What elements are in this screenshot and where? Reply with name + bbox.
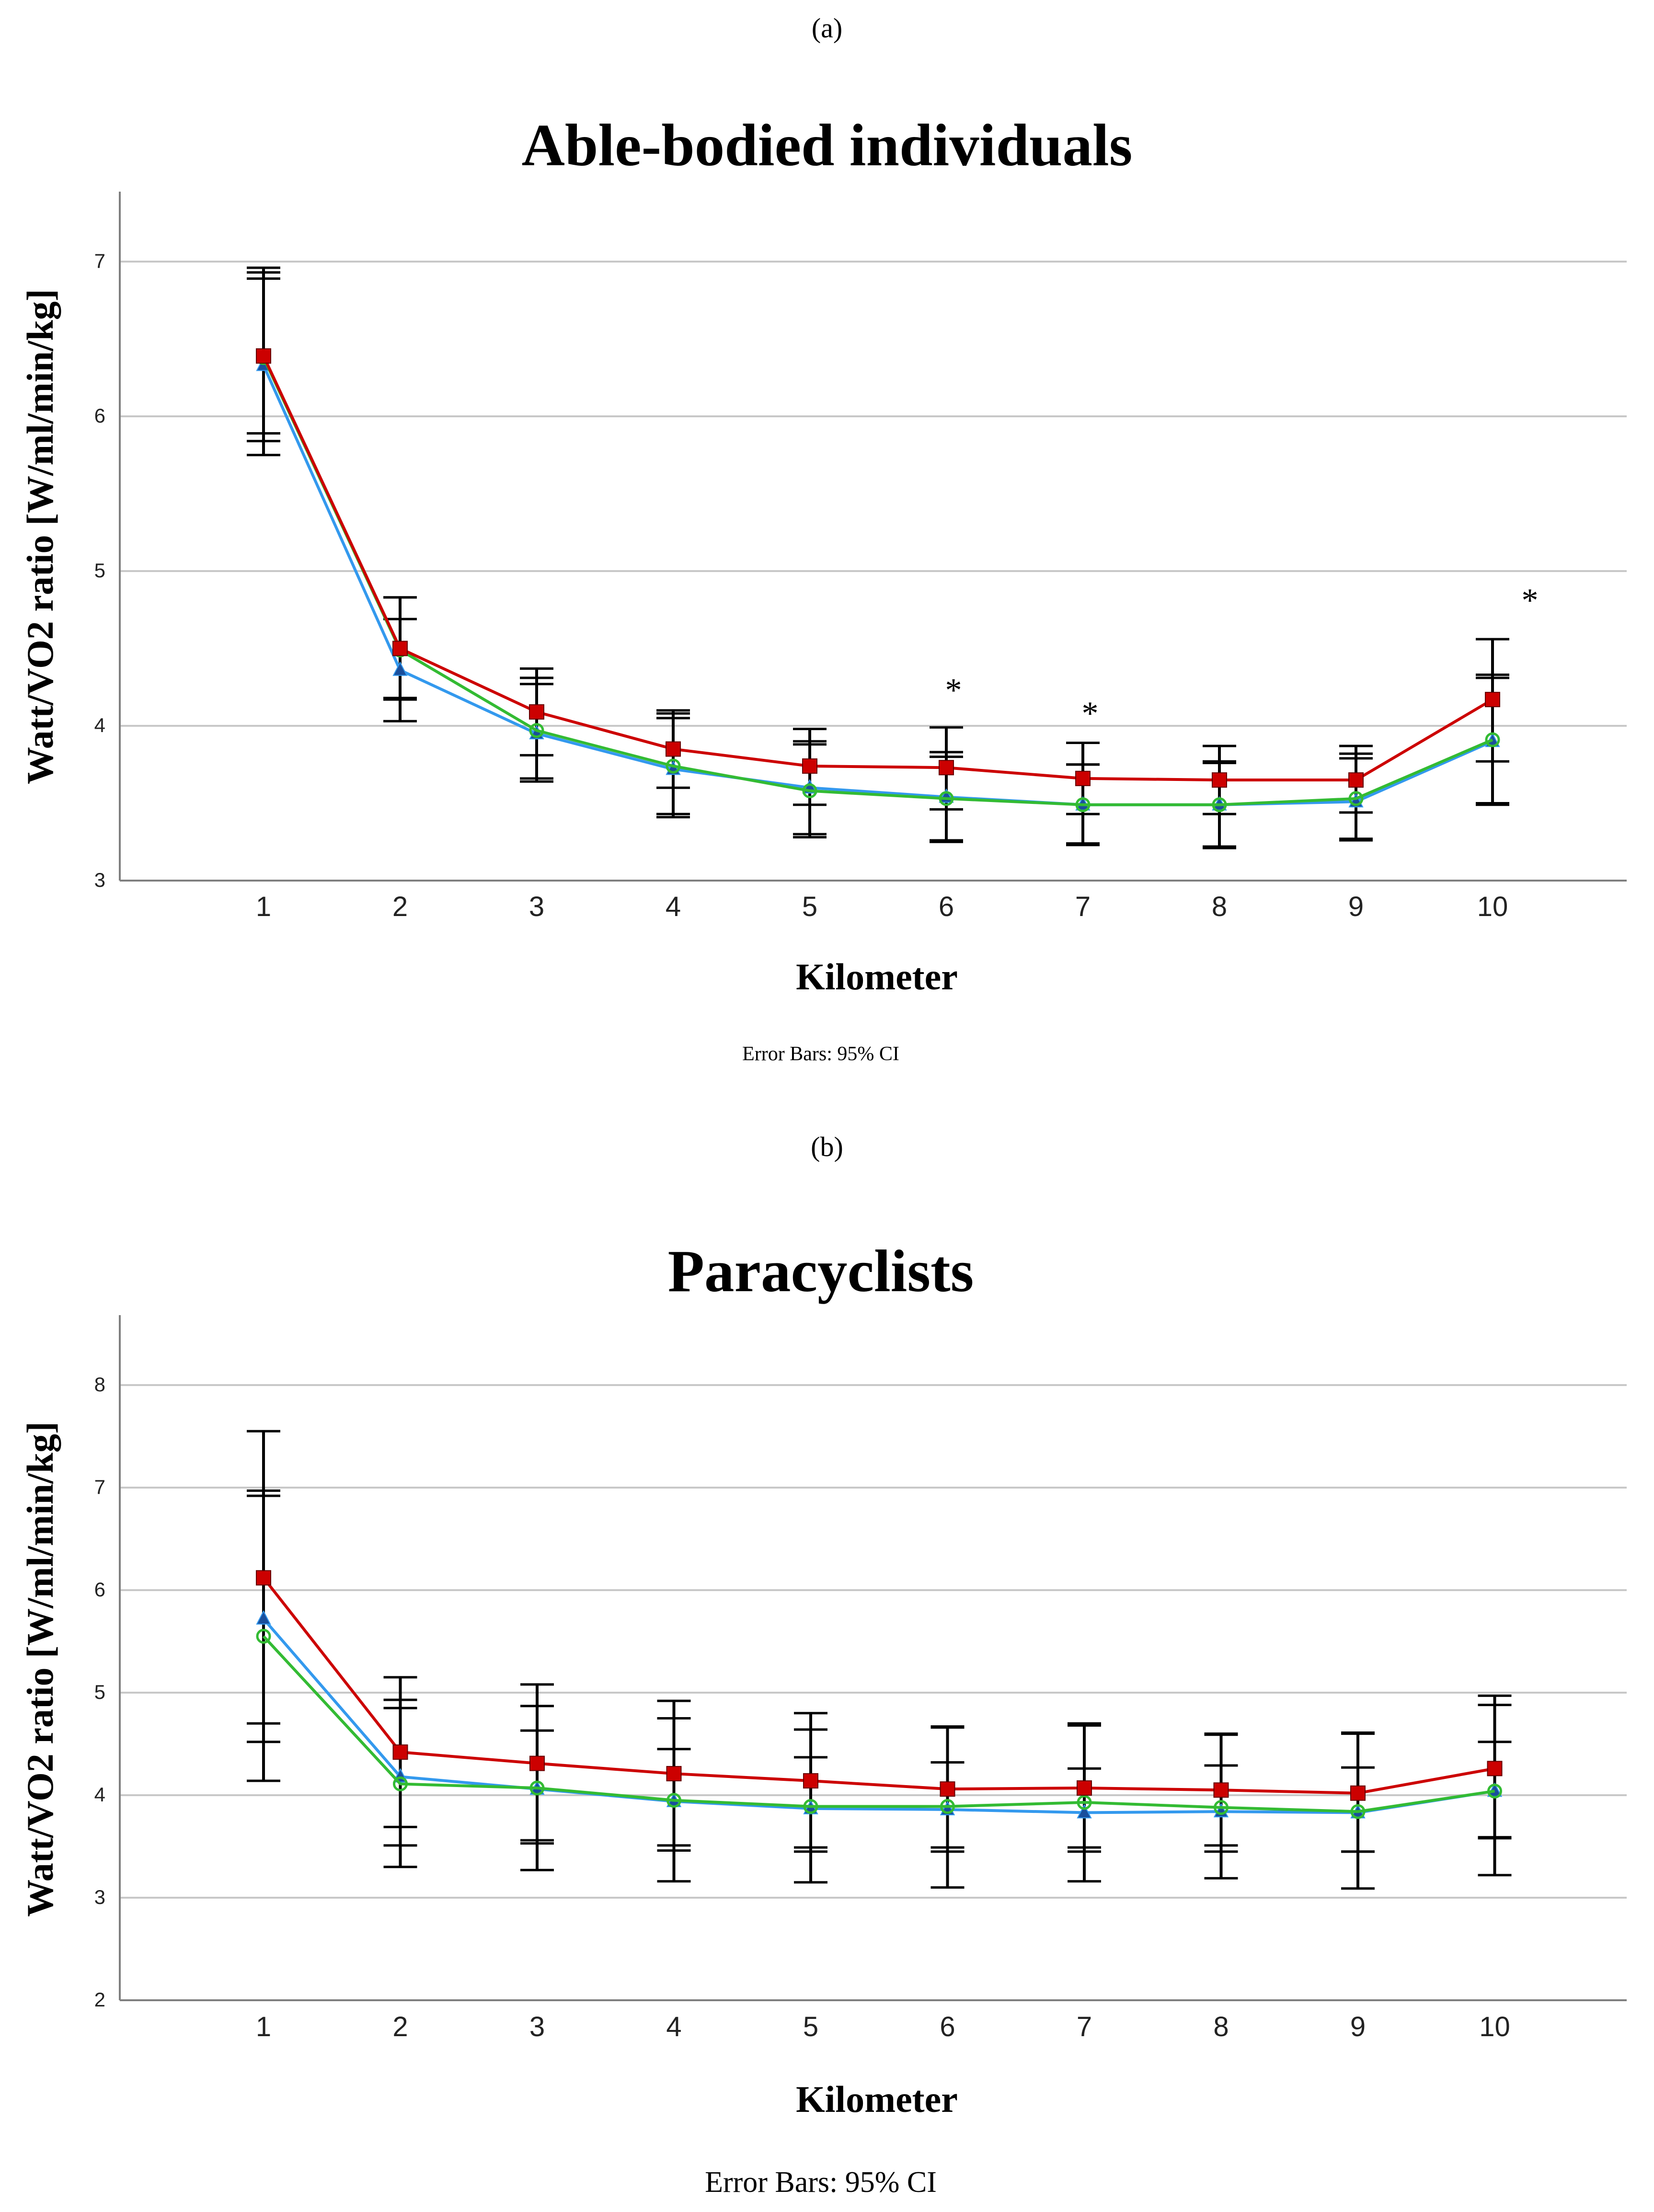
panel-b-x-tick-label: 7 [1077, 2011, 1092, 2042]
panel-a-point-red [939, 760, 954, 776]
panel-a-plot-area: 3 4 5 6 7 1 2 3 4 5 6 7 8 9 10 * * * [94, 192, 1627, 922]
panel-b-point-blue [256, 1610, 271, 1625]
panel-b-point-green [1214, 1800, 1229, 1815]
panel-a-point-red [1485, 692, 1500, 708]
panel-b-point-green [803, 1799, 818, 1814]
panel-b-point-red [1350, 1785, 1366, 1801]
panel-b-point-red [256, 1570, 271, 1586]
panel-a-y-tick-label: 7 [94, 250, 105, 272]
panel-a-y-tick-label: 3 [94, 869, 105, 891]
panel-a-point-green [1212, 797, 1227, 813]
panel-a-y-tick-label: 6 [94, 404, 105, 427]
panel-a-point-green [1348, 791, 1364, 806]
panel-b-y-tick-label: 8 [94, 1373, 105, 1396]
panel-a-point-green [666, 758, 681, 774]
panel-a-point-red [802, 758, 817, 774]
panel-b-series-line-red [262, 1577, 1495, 1795]
panel-a-point-green [802, 783, 817, 799]
panel-a-significance-asterisk: * [945, 672, 962, 709]
panel-b-x-tick-label: 5 [803, 2011, 818, 2042]
panel-a-x-tick-label: 8 [1212, 891, 1227, 922]
panel-b-point-red [803, 1773, 818, 1789]
panel-a-x-axis-label: Kilometer [796, 956, 958, 997]
panel-b-point-blue [1077, 1804, 1092, 1819]
panel-b-point-red [666, 1766, 682, 1782]
panel-a-series-line-red [262, 355, 1493, 782]
panel-b: (b) Paracyclists Kilometer Watt/VO2 rati… [19, 1131, 1627, 2199]
panel-a-point-red [256, 348, 271, 364]
panel-a-y-axis-label: Watt/VO2 ratio [W/ml/min/kg] [19, 289, 61, 784]
panel-b-point-green [1350, 1804, 1366, 1819]
panel-a-x-tick-label: 5 [802, 891, 817, 922]
panel-a-point-green [1075, 797, 1091, 813]
panel-b-x-tick-label: 1 [256, 2011, 271, 2042]
panel-b-x-axis-label: Kilometer [796, 2078, 958, 2120]
panel-b-x-tick-label: 2 [392, 2011, 408, 2042]
panel-a-point-red [1212, 772, 1227, 788]
panel-a-significance-asterisk: * [1082, 695, 1099, 732]
panel-a-y-tick-label: 4 [94, 714, 105, 736]
panel-b-y-tick-label: 5 [94, 1681, 105, 1703]
panel-a-x-tick-label: 10 [1477, 891, 1508, 922]
panel-b-y-tick-label: 4 [94, 1783, 105, 1806]
panel-a-point-red [1348, 772, 1364, 788]
panel-a-x-tick-label: 1 [256, 891, 271, 922]
panel-b-x-tick-label: 8 [1213, 2011, 1229, 2042]
panel-b-series-line-blue [262, 1617, 1495, 1814]
panel-b-x-tick-label: 9 [1350, 2011, 1366, 2042]
panel-b-y-tick-label: 3 [94, 1886, 105, 1908]
panel-b-x-tick-label: 3 [529, 2011, 545, 2042]
panel-a-point-red [392, 641, 408, 656]
panel-a-point-blue [392, 661, 408, 676]
panel-b-series-line-green [262, 1635, 1495, 1813]
panel-b-title: Paracyclists [668, 1238, 974, 1305]
panel-a-x-tick-label: 2 [392, 891, 408, 922]
panel-a-series-line-green [262, 356, 1493, 806]
panel-b-point-green [1077, 1795, 1092, 1810]
panel-b-y-tick-label: 7 [94, 1476, 105, 1498]
panel-a-y-tick-label: 5 [94, 559, 105, 582]
panel-a-x-tick-label: 4 [666, 891, 681, 922]
panel-b-point-red [1487, 1761, 1503, 1776]
panel-b-point-green [940, 1799, 955, 1814]
panel-b-point-green [529, 1780, 545, 1796]
panel-a-point-red [666, 741, 681, 757]
panel-a-series-line-blue [262, 365, 1493, 806]
panel-a-x-tick-label: 6 [939, 891, 954, 922]
panel-b-plot-area: 2 3 4 5 6 7 8 1 2 3 4 5 6 7 8 9 10 [94, 1315, 1627, 2042]
panel-a-x-tick-label: 9 [1348, 891, 1364, 922]
panel-a-x-tick-label: 3 [529, 891, 544, 922]
panel-b-point-red [1213, 1782, 1229, 1798]
panel-b-point-red [529, 1755, 545, 1771]
panel-b-y-tick-label: 6 [94, 1578, 105, 1601]
panel-b-x-tick-label: 4 [666, 2011, 681, 2042]
panel-b-point-red [392, 1744, 408, 1760]
panel-a-title: Able-bodied individuals [522, 113, 1133, 179]
panel-b-x-tick-label: 6 [940, 2011, 955, 2042]
panel-b-point-red [940, 1781, 955, 1797]
panel-b-point-green [666, 1793, 681, 1808]
panel-b-label: (b) [811, 1131, 843, 1162]
panel-b-y-tick-label: 2 [94, 1988, 105, 2011]
panel-a-point-green [1485, 732, 1500, 747]
panel-a-x-tick-label: 7 [1075, 891, 1091, 922]
panel-b-point-red [1077, 1780, 1092, 1796]
panel-a-point-green [529, 723, 544, 738]
panel-a-point-green [939, 791, 954, 806]
panel-b-x-tick-label: 10 [1479, 2011, 1510, 2042]
panel-a-point-red [1075, 770, 1091, 786]
panel-a-label: (a) [812, 12, 842, 44]
panel-a: (a) Able-bodied individuals Kilometer Wa… [19, 12, 1627, 1065]
panel-b-point-green [256, 1628, 271, 1644]
panel-b-y-axis-label: Watt/VO2 ratio [W/ml/min/kg] [19, 1421, 61, 1917]
panel-a-significance-asterisk: * [1522, 582, 1539, 619]
panel-a-footnote: Error Bars: 95% CI [742, 1043, 899, 1065]
panel-b-footnote: Error Bars: 95% CI [705, 2166, 937, 2199]
panel-b-point-green [1487, 1783, 1502, 1799]
panel-a-point-red [529, 704, 544, 720]
panel-b-point-green [393, 1776, 408, 1791]
